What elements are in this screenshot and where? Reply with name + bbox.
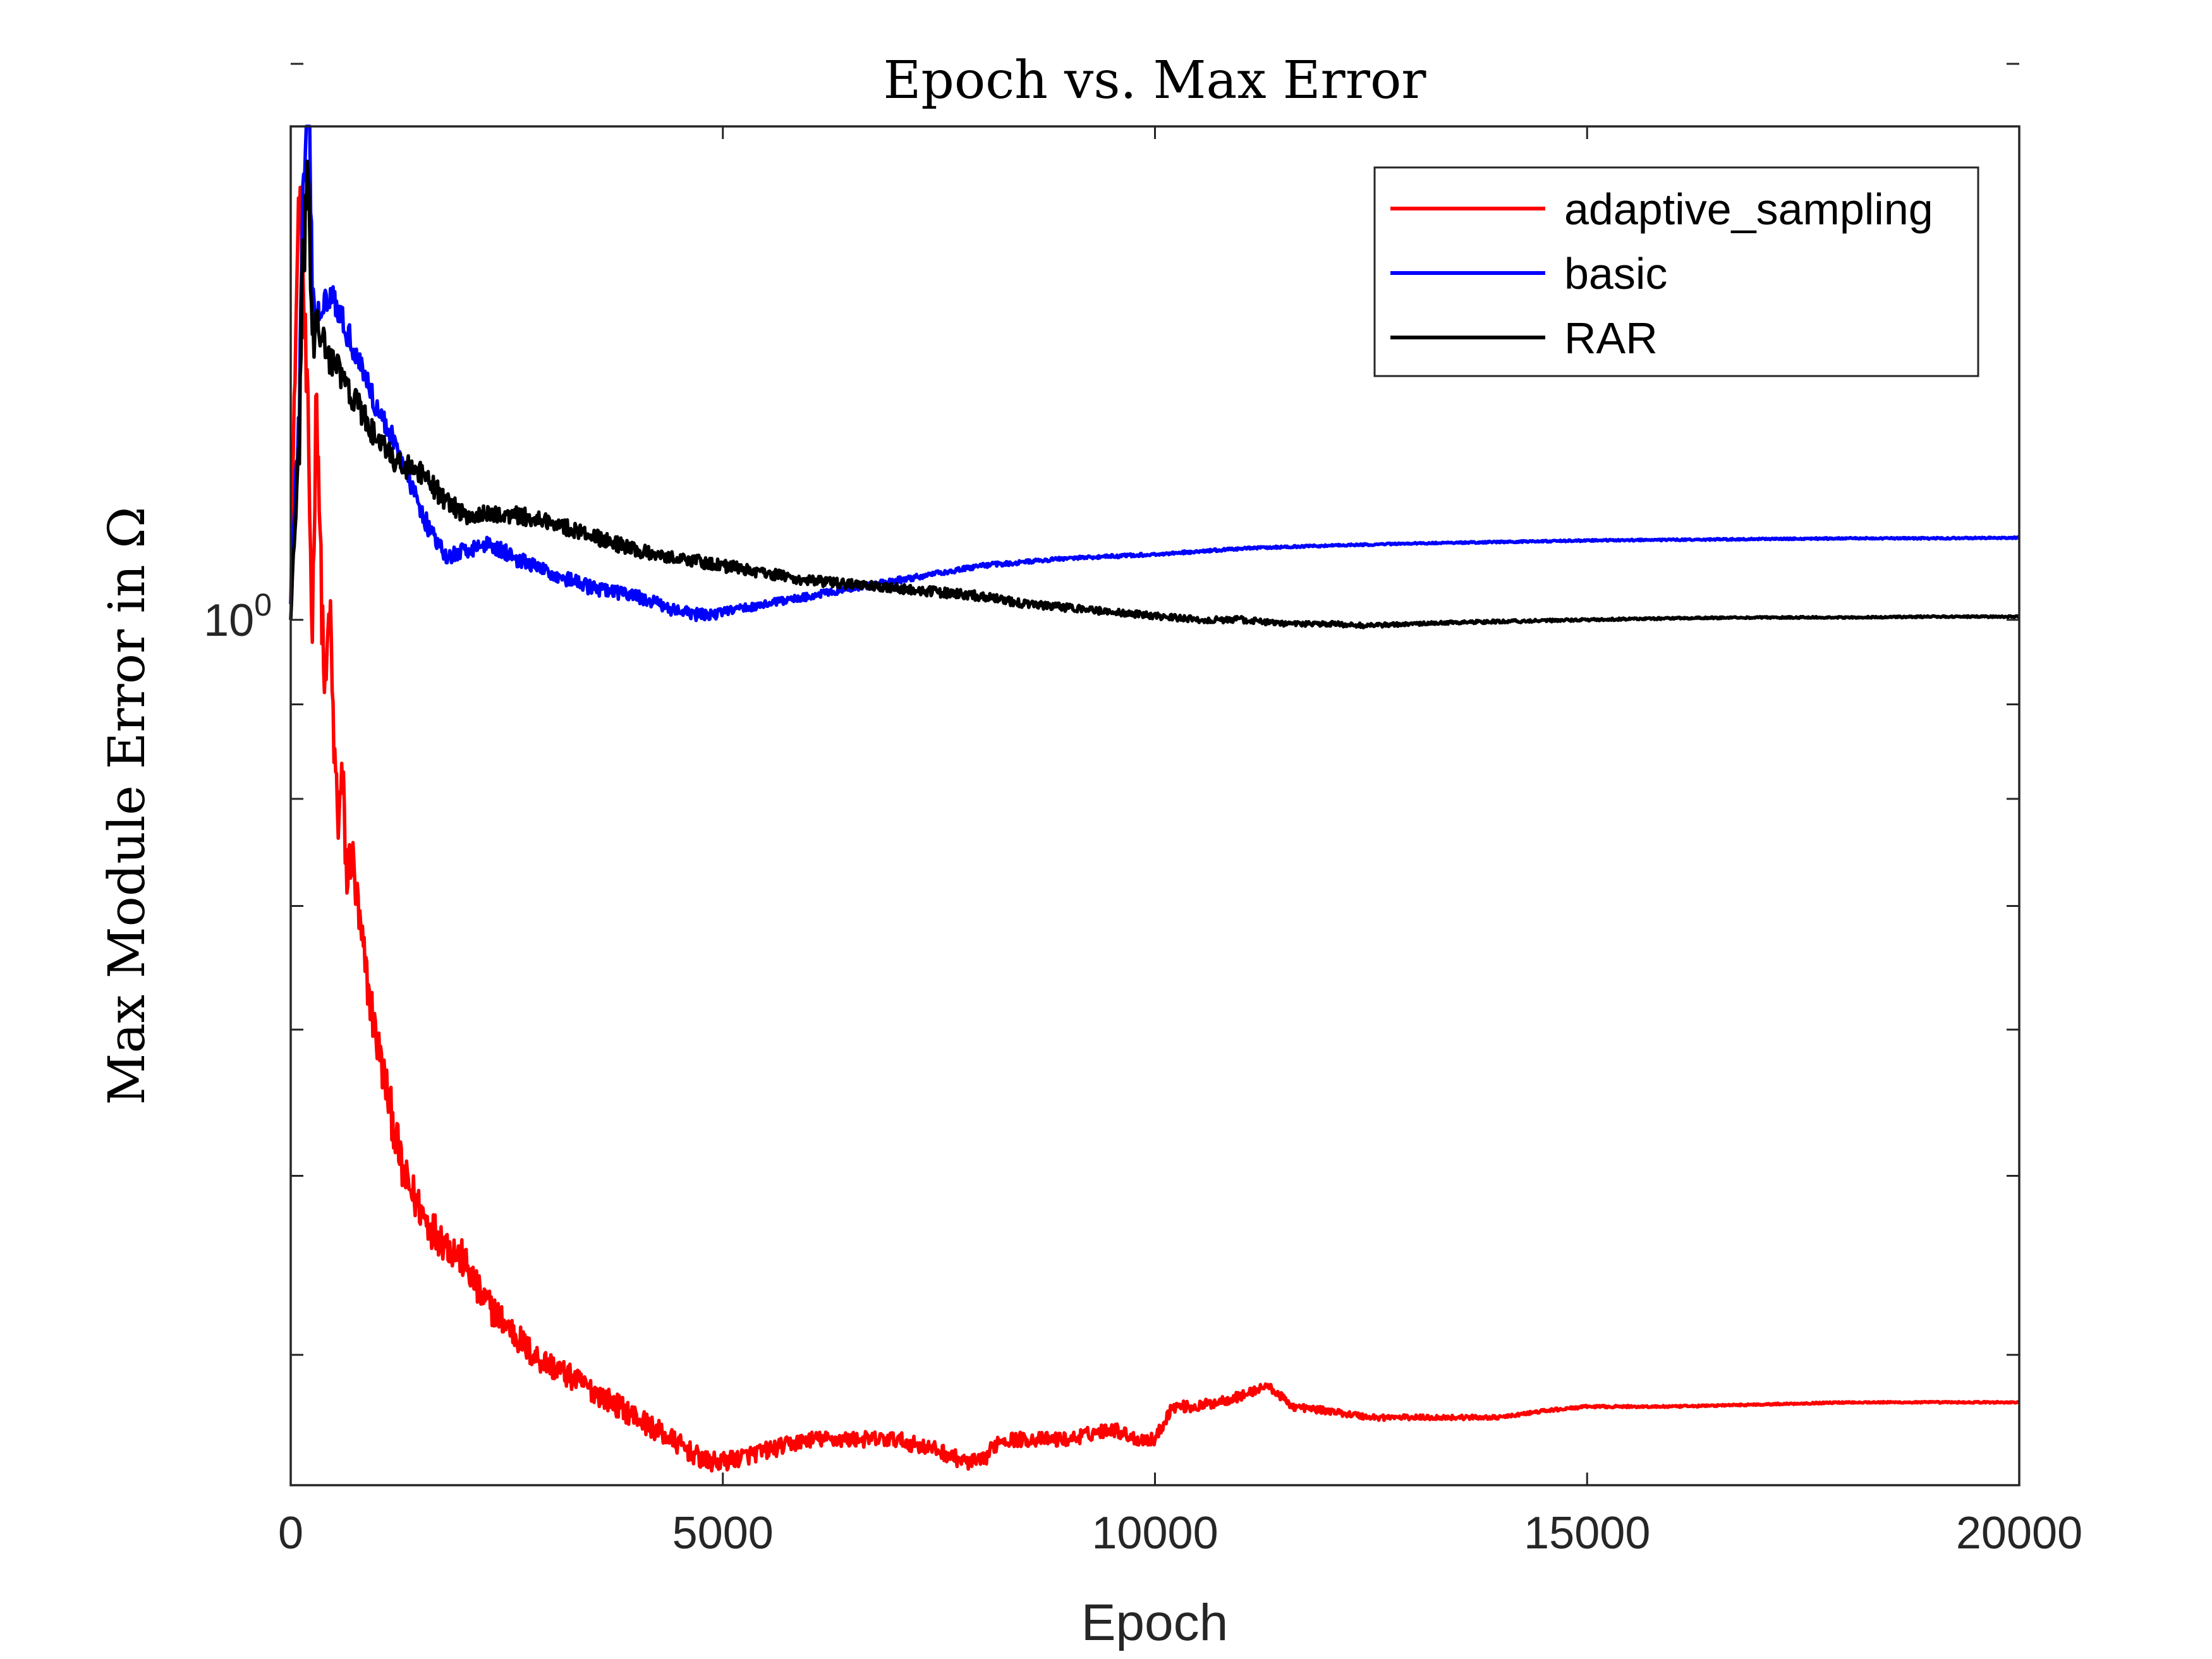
series-line-rar <box>289 159 2021 629</box>
y-tick-label: 100 <box>204 587 272 646</box>
series-layer <box>289 125 2021 1473</box>
x-tick-label: 5000 <box>672 1508 774 1559</box>
x-tick-label: 10000 <box>1091 1508 1218 1559</box>
legend-label: basic <box>1564 249 1667 298</box>
legend-label: RAR <box>1564 313 1658 363</box>
y-axis-label: Max Module Error in Ω <box>97 507 156 1105</box>
x-tick-label: 15000 <box>1524 1508 1650 1559</box>
series-line-basic <box>289 125 2021 623</box>
legend-label: adaptive_sampling <box>1564 185 1933 234</box>
x-axis-label: Epoch <box>1081 1594 1229 1651</box>
chart-title: Epoch vs. Max Error <box>883 51 1426 111</box>
series-line-adaptive-sampling <box>289 185 2021 1473</box>
x-tick-label: 0 <box>278 1508 303 1559</box>
x-tick-label: 20000 <box>1956 1508 2082 1559</box>
tick-layer: 0 5000 10000 15000 20000 100 <box>204 63 2082 1559</box>
